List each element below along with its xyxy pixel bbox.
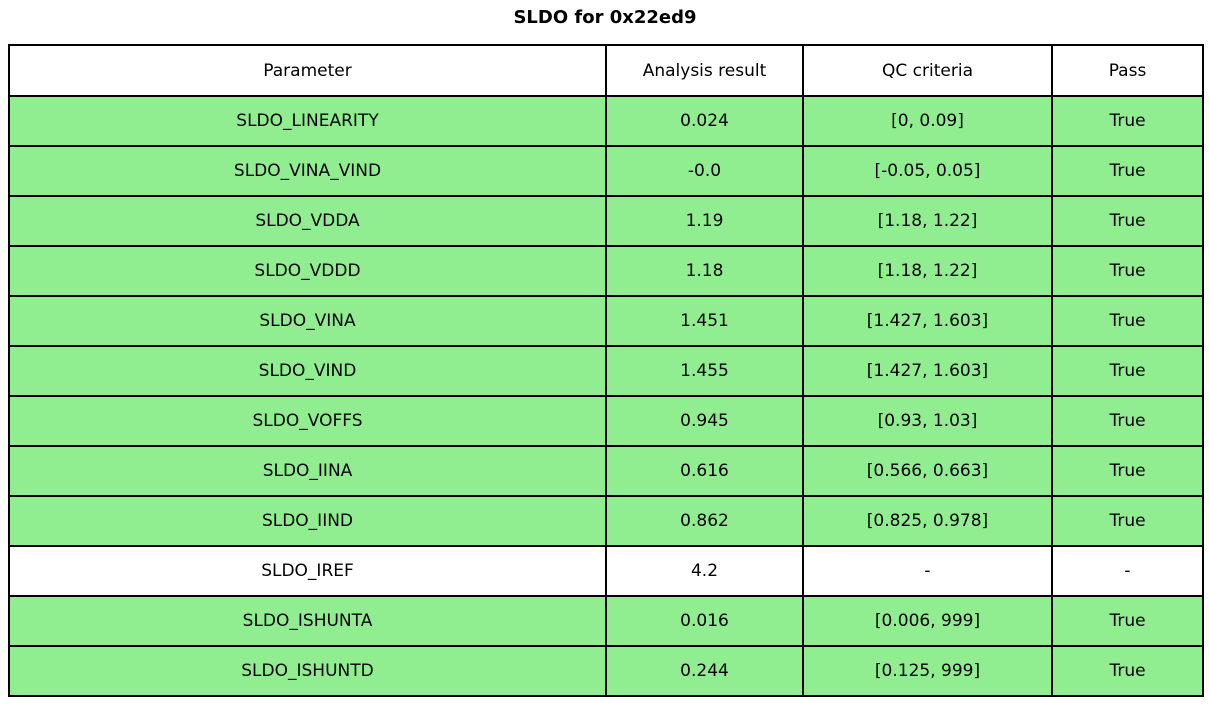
cell-pass: True	[1051, 595, 1204, 647]
header-qc-criteria: QC criteria	[802, 44, 1053, 97]
cell-pass: True	[1051, 345, 1204, 397]
cell-qc: [0, 0.09]	[802, 95, 1053, 147]
table-row: SLDO_ISHUNTD 0.244 [0.125, 999] True	[8, 645, 1204, 697]
cell-parameter: SLDO_VIND	[8, 345, 607, 397]
cell-result: -0.0	[605, 145, 804, 197]
cell-result: 0.016	[605, 595, 804, 647]
cell-pass: True	[1051, 395, 1204, 447]
table-body: SLDO_LINEARITY 0.024 [0, 0.09] True SLDO_VIN…	[8, 95, 1204, 697]
cell-qc: [0.93, 1.03]	[802, 395, 1053, 447]
cell-parameter: SLDO_LINEARITY	[8, 95, 607, 147]
table-row: SLDO_IREF 4.2- -	[8, 545, 1204, 597]
cell-qc: -	[802, 545, 1053, 597]
cell-pass: True	[1051, 195, 1204, 247]
table-row: SLDO_IIND 0.862 [0.825, 0.978] True	[8, 495, 1204, 547]
cell-pass: -	[1051, 545, 1204, 597]
table-row: SLDO_ISHUNTA 0.016 [0.006, 999] True	[8, 595, 1204, 647]
cell-qc: [0.125, 999]	[802, 645, 1053, 697]
cell-result: 0.244	[605, 645, 804, 697]
header-row: Parameter Analysis result QC criteria Pa…	[8, 44, 1204, 97]
cell-result: 0.945	[605, 395, 804, 447]
cell-parameter: SLDO_IINA	[8, 445, 607, 497]
cell-pass: True	[1051, 295, 1204, 347]
header-analysis-result: Analysis result	[605, 44, 804, 97]
cell-parameter: SLDO_VDDA	[8, 195, 607, 247]
cell-result: 1.455	[605, 345, 804, 397]
cell-pass: True	[1051, 445, 1204, 497]
cell-parameter: SLDO_ISHUNTD	[8, 645, 607, 697]
cell-qc: [0.825, 0.978]	[802, 495, 1053, 547]
cell-result: 1.18	[605, 245, 804, 297]
cell-parameter: SLDO_IREF	[8, 545, 607, 597]
cell-pass: True	[1051, 645, 1204, 697]
cell-pass: True	[1051, 495, 1204, 547]
cell-qc: [-0.05, 0.05]	[802, 145, 1053, 197]
cell-parameter: SLDO_ISHUNTA	[8, 595, 607, 647]
cell-result: 4.2	[605, 545, 804, 597]
header-pass: Pass	[1051, 44, 1204, 97]
table-row: SLDO_VIND 1.455 [1.427, 1.603] True	[8, 345, 1204, 397]
cell-parameter: SLDO_VDDD	[8, 245, 607, 297]
cell-qc: [1.427, 1.603]	[802, 345, 1053, 397]
table-row: SLDO_VDDD 1.18 [1.18, 1.22] True	[8, 245, 1204, 297]
cell-qc: [0.006, 999]	[802, 595, 1053, 647]
cell-result: 1.451	[605, 295, 804, 347]
table-row: SLDO_VINA 1.451 [1.427, 1.603] True	[8, 295, 1204, 347]
cell-qc: [1.18, 1.22]	[802, 195, 1053, 247]
table-row: SLDO_VINA_VIND -0.0 [-0.05, 0.05] True	[8, 145, 1204, 197]
cell-parameter: SLDO_VINA	[8, 295, 607, 347]
cell-parameter: SLDO_VOFFS	[8, 395, 607, 447]
cell-qc: [1.18, 1.22]	[802, 245, 1053, 297]
cell-result: 0.616	[605, 445, 804, 497]
header-parameter: Parameter	[8, 44, 607, 97]
cell-qc: [0.566, 0.663]	[802, 445, 1053, 497]
cell-pass: True	[1051, 95, 1204, 147]
cell-result: 1.19	[605, 195, 804, 247]
cell-pass: True	[1051, 145, 1204, 197]
table-row: SLDO_VDDA 1.19 [1.18, 1.22] True	[8, 195, 1204, 247]
table-row: SLDO_LINEARITY 0.024 [0, 0.09] True	[8, 95, 1204, 147]
cell-parameter: SLDO_IIND	[8, 495, 607, 547]
cell-qc: [1.427, 1.603]	[802, 295, 1053, 347]
cell-parameter: SLDO_VINA_VIND	[8, 145, 607, 197]
cell-result: 0.024	[605, 95, 804, 147]
table-header: Parameter Analysis result QC criteria Pa…	[8, 44, 1204, 97]
page-title: SLDO for 0x22ed9	[513, 7, 697, 28]
table-row: SLDO_IINA 0.616 [0.566, 0.663] True	[8, 445, 1204, 497]
cell-pass: True	[1051, 245, 1204, 297]
qc-results-table: Parameter Analysis result QC criteria Pa…	[8, 44, 1204, 697]
table-row: SLDO_VOFFS 0.945 [0.93, 1.03] True	[8, 395, 1204, 447]
cell-result: 0.862	[605, 495, 804, 547]
